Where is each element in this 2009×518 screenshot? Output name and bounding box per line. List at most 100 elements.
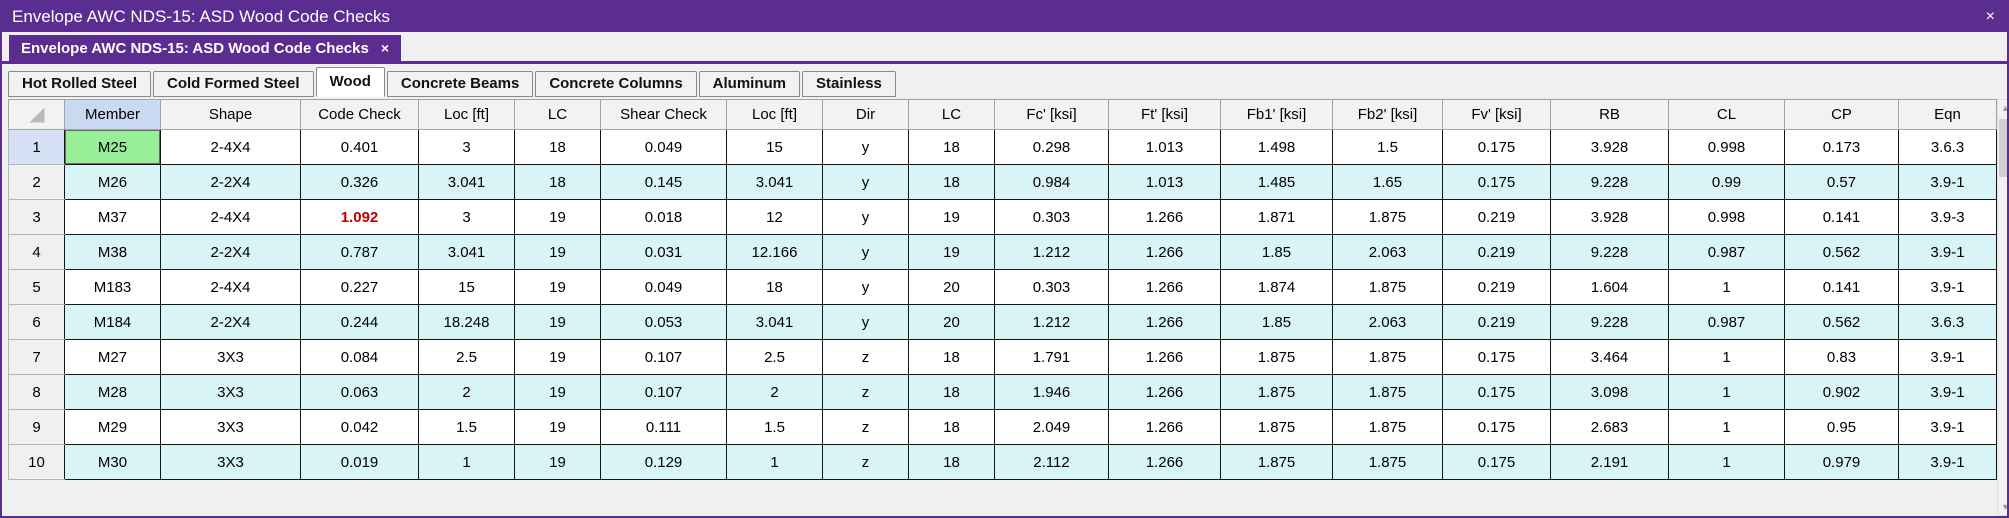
cell-fb1-ksi[interactable]: 1.85 bbox=[1220, 304, 1333, 340]
cell-lc[interactable]: 18 bbox=[514, 129, 601, 165]
row-number[interactable]: 2 bbox=[8, 164, 65, 200]
tab-concrete-beams[interactable]: Concrete Beams bbox=[386, 71, 534, 97]
column-header-fv-ksi[interactable]: Fv' [ksi] bbox=[1442, 99, 1551, 130]
cell-fv-ksi[interactable]: 0.175 bbox=[1442, 129, 1551, 165]
cell-code-check[interactable]: 0.019 bbox=[300, 444, 419, 480]
column-header-code-check[interactable]: Code Check bbox=[300, 99, 419, 130]
column-header-loc-ft[interactable]: Loc [ft] bbox=[418, 99, 515, 130]
cell-loc-ft-2[interactable]: 18 bbox=[726, 269, 823, 305]
cell-dir[interactable]: y bbox=[822, 164, 909, 200]
cell-loc-ft-2[interactable]: 12 bbox=[726, 199, 823, 235]
cell-lc[interactable]: 19 bbox=[514, 444, 601, 480]
row-number[interactable]: 3 bbox=[8, 199, 65, 235]
cell-fb2-ksi[interactable]: 1.875 bbox=[1332, 199, 1443, 235]
tab-stainless[interactable]: Stainless bbox=[802, 71, 896, 97]
cell-cp[interactable]: 0.562 bbox=[1784, 304, 1899, 340]
column-header-fb1-ksi[interactable]: Fb1' [ksi] bbox=[1220, 99, 1333, 130]
cell-cp[interactable]: 0.95 bbox=[1784, 409, 1899, 445]
document-tab[interactable]: Envelope AWC NDS-15: ASD Wood Code Check… bbox=[9, 35, 402, 61]
cell-fv-ksi[interactable]: 0.175 bbox=[1442, 374, 1551, 410]
cell-rb[interactable]: 3.098 bbox=[1550, 374, 1669, 410]
cell-shear-check[interactable]: 0.049 bbox=[600, 269, 727, 305]
cell-dir[interactable]: z bbox=[822, 374, 909, 410]
cell-lc[interactable]: 19 bbox=[514, 199, 601, 235]
cell-eqn[interactable]: 3.9-1 bbox=[1898, 444, 1997, 480]
cell-lc[interactable]: 18 bbox=[514, 164, 601, 200]
cell-fb1-ksi[interactable]: 1.85 bbox=[1220, 234, 1333, 270]
cell-fc-ksi[interactable]: 2.112 bbox=[994, 444, 1109, 480]
column-header-dir[interactable]: Dir bbox=[822, 99, 909, 130]
cell-dir[interactable]: y bbox=[822, 234, 909, 270]
cell-eqn[interactable]: 3.9-1 bbox=[1898, 339, 1997, 375]
cell-cp[interactable]: 0.57 bbox=[1784, 164, 1899, 200]
cell-dir[interactable]: y bbox=[822, 199, 909, 235]
cell-member[interactable]: M25 bbox=[64, 129, 161, 165]
row-number[interactable]: 1 bbox=[8, 129, 65, 165]
cell-fc-ksi[interactable]: 1.791 bbox=[994, 339, 1109, 375]
cell-cl[interactable]: 1 bbox=[1668, 374, 1785, 410]
cell-shear-check[interactable]: 0.018 bbox=[600, 199, 727, 235]
cell-fc-ksi[interactable]: 1.212 bbox=[994, 304, 1109, 340]
cell-loc-ft[interactable]: 2.5 bbox=[418, 339, 515, 375]
scroll-up-icon[interactable]: ▲ bbox=[1998, 100, 2007, 116]
cell-lc-2[interactable]: 18 bbox=[908, 129, 995, 165]
cell-member[interactable]: M38 bbox=[64, 234, 161, 270]
cell-member[interactable]: M29 bbox=[64, 409, 161, 445]
column-header-lc-2[interactable]: LC bbox=[908, 99, 995, 130]
cell-fb1-ksi[interactable]: 1.498 bbox=[1220, 129, 1333, 165]
cell-shape[interactable]: 2-2X4 bbox=[160, 304, 301, 340]
cell-cp[interactable]: 0.979 bbox=[1784, 444, 1899, 480]
cell-cl[interactable]: 0.987 bbox=[1668, 234, 1785, 270]
cell-fv-ksi[interactable]: 0.175 bbox=[1442, 339, 1551, 375]
cell-fc-ksi[interactable]: 0.984 bbox=[994, 164, 1109, 200]
cell-fb1-ksi[interactable]: 1.874 bbox=[1220, 269, 1333, 305]
cell-loc-ft[interactable]: 3.041 bbox=[418, 164, 515, 200]
cell-loc-ft[interactable]: 15 bbox=[418, 269, 515, 305]
cell-fv-ksi[interactable]: 0.175 bbox=[1442, 164, 1551, 200]
cell-shape[interactable]: 3X3 bbox=[160, 339, 301, 375]
cell-shear-check[interactable]: 0.107 bbox=[600, 374, 727, 410]
cell-loc-ft[interactable]: 3.041 bbox=[418, 234, 515, 270]
cell-cl[interactable]: 1 bbox=[1668, 409, 1785, 445]
cell-fb1-ksi[interactable]: 1.871 bbox=[1220, 199, 1333, 235]
row-number[interactable]: 8 bbox=[8, 374, 65, 410]
cell-lc-2[interactable]: 18 bbox=[908, 374, 995, 410]
window-close-icon[interactable]: × bbox=[1985, 8, 1995, 25]
cell-loc-ft[interactable]: 2 bbox=[418, 374, 515, 410]
cell-shape[interactable]: 2-4X4 bbox=[160, 199, 301, 235]
cell-cl[interactable]: 0.99 bbox=[1668, 164, 1785, 200]
column-header-ft-ksi[interactable]: Ft' [ksi] bbox=[1108, 99, 1221, 130]
cell-ft-ksi[interactable]: 1.266 bbox=[1108, 339, 1221, 375]
tab-wood[interactable]: Wood bbox=[315, 67, 385, 97]
cell-ft-ksi[interactable]: 1.266 bbox=[1108, 199, 1221, 235]
cell-fc-ksi[interactable]: 2.049 bbox=[994, 409, 1109, 445]
cell-shape[interactable]: 2-4X4 bbox=[160, 269, 301, 305]
cell-loc-ft[interactable]: 18.248 bbox=[418, 304, 515, 340]
cell-shape[interactable]: 2-2X4 bbox=[160, 234, 301, 270]
tab-cold-formed-steel[interactable]: Cold Formed Steel bbox=[153, 71, 314, 97]
cell-shear-check[interactable]: 0.107 bbox=[600, 339, 727, 375]
cell-fv-ksi[interactable]: 0.175 bbox=[1442, 409, 1551, 445]
cell-lc[interactable]: 19 bbox=[514, 234, 601, 270]
cell-member[interactable]: M27 bbox=[64, 339, 161, 375]
cell-fc-ksi[interactable]: 0.303 bbox=[994, 199, 1109, 235]
vertical-scrollbar[interactable]: ▲ ▼ bbox=[1997, 99, 2007, 516]
cell-shear-check[interactable]: 0.129 bbox=[600, 444, 727, 480]
cell-loc-ft-2[interactable]: 1.5 bbox=[726, 409, 823, 445]
cell-code-check[interactable]: 0.042 bbox=[300, 409, 419, 445]
cell-code-check[interactable]: 0.063 bbox=[300, 374, 419, 410]
cell-member[interactable]: M183 bbox=[64, 269, 161, 305]
row-number[interactable]: 10 bbox=[8, 444, 65, 480]
cell-ft-ksi[interactable]: 1.266 bbox=[1108, 234, 1221, 270]
cell-dir[interactable]: z bbox=[822, 409, 909, 445]
cell-eqn[interactable]: 3.9-1 bbox=[1898, 374, 1997, 410]
cell-lc[interactable]: 19 bbox=[514, 374, 601, 410]
cell-fb1-ksi[interactable]: 1.875 bbox=[1220, 374, 1333, 410]
cell-member[interactable]: M184 bbox=[64, 304, 161, 340]
cell-fv-ksi[interactable]: 0.175 bbox=[1442, 444, 1551, 480]
cell-shear-check[interactable]: 0.145 bbox=[600, 164, 727, 200]
cell-lc[interactable]: 19 bbox=[514, 269, 601, 305]
cell-fb2-ksi[interactable]: 2.063 bbox=[1332, 304, 1443, 340]
cell-ft-ksi[interactable]: 1.266 bbox=[1108, 269, 1221, 305]
cell-lc[interactable]: 19 bbox=[514, 304, 601, 340]
